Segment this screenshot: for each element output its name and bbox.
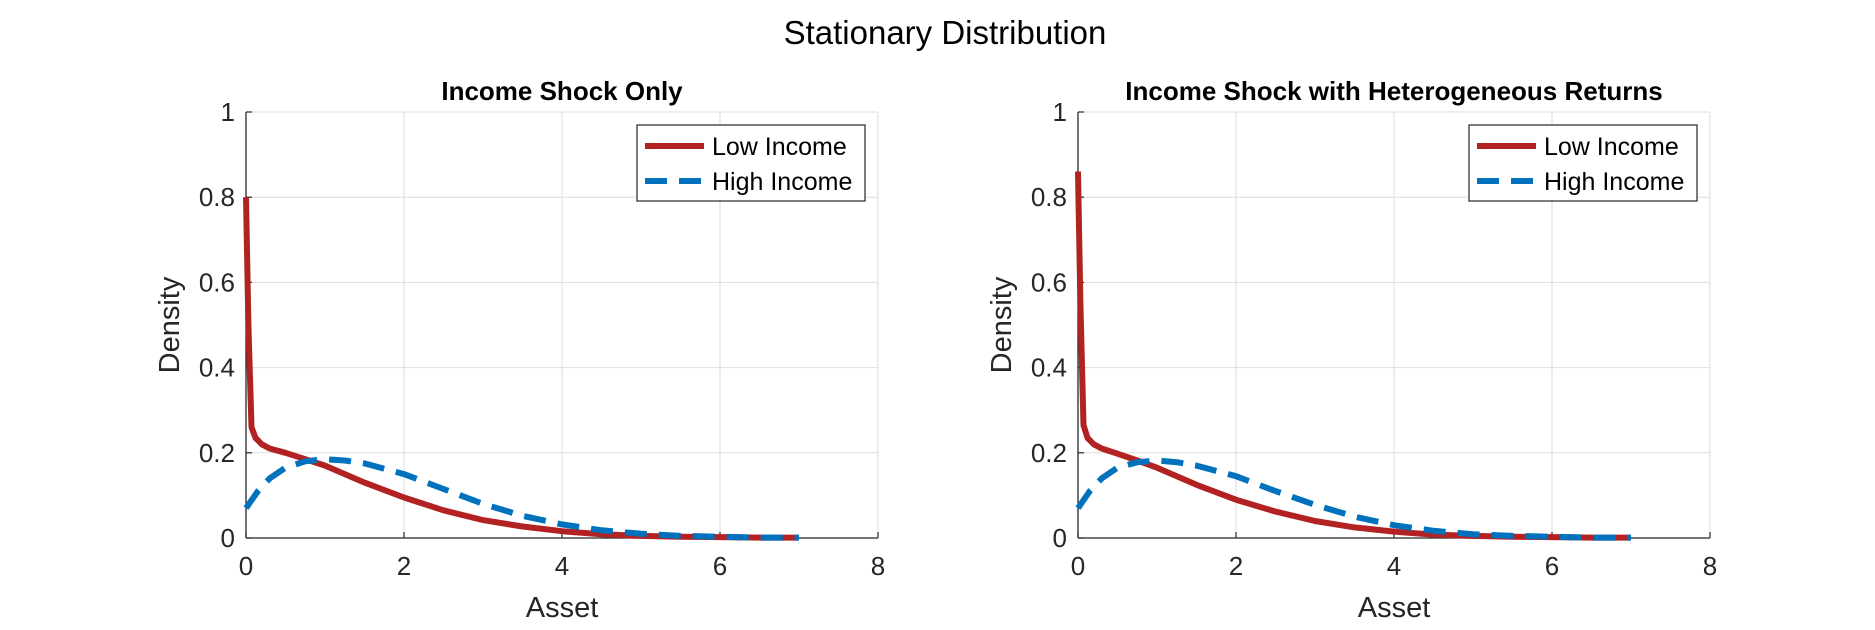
y-tick-label: 1 [221, 97, 235, 127]
y-tick-label: 0.8 [199, 182, 235, 212]
chart-panel-1: 0 2 4 6 8 0 0.2 0.4 0.6 0.8 1 Income Shock Only Asse… [154, 76, 885, 624]
figure-suptitle: Stationary Distribution [784, 14, 1107, 51]
x-tick-label: 4 [555, 551, 569, 581]
y-tick-label: 0.4 [199, 353, 235, 383]
legend-label: High Income [712, 168, 852, 196]
legend-box [1468, 124, 1698, 202]
y-tick-label: 0.4 [1031, 353, 1067, 383]
y-axis-label: Density [154, 276, 186, 373]
x-tick-label: 6 [713, 551, 727, 581]
legend-label: High Income [1544, 168, 1684, 196]
x-axis-label: Asset [526, 592, 599, 624]
x-tick-label: 6 [1545, 551, 1559, 581]
chart-title: Income Shock with Heterogeneous Returns [1125, 76, 1662, 106]
x-tick-label: 4 [1387, 551, 1401, 581]
chart-title: Income Shock Only [441, 76, 683, 106]
x-axis-label: Asset [1358, 592, 1431, 624]
chart-panel-2: 0 2 4 6 8 0 0.2 0.4 0.6 0.8 1 Income Shock with Het… [986, 76, 1717, 624]
x-tick-label: 8 [871, 551, 885, 581]
y-axis-label: Density [986, 276, 1018, 373]
y-tick-label: 0.2 [1031, 438, 1067, 468]
x-tick-label: 2 [397, 551, 411, 581]
y-tick-label: 0.6 [199, 267, 235, 297]
legend-label: Low Income [712, 133, 847, 161]
legend: Low Income High Income [636, 124, 866, 202]
legend: Low Income High Income [1468, 124, 1698, 202]
x-tick-label: 0 [1071, 551, 1085, 581]
series-line-high-income [243, 456, 799, 541]
y-tick-label: 0 [221, 523, 235, 553]
legend-box [636, 124, 866, 202]
y-tick-label: 0 [1053, 523, 1067, 553]
y-tick-label: 0.8 [1031, 182, 1067, 212]
x-tick-label: 2 [1229, 551, 1243, 581]
x-tick-label: 0 [239, 551, 253, 581]
legend-label: Low Income [1544, 133, 1679, 161]
panels-container: 0 2 4 6 8 0 0.2 0.4 0.6 0.8 1 Income Shock Only Asse… [154, 76, 1717, 624]
y-tick-label: 0.6 [1031, 267, 1067, 297]
y-tick-label: 0.2 [199, 438, 235, 468]
series-line-high-income [1075, 457, 1631, 541]
x-tick-label: 8 [1703, 551, 1717, 581]
y-tick-label: 1 [1053, 97, 1067, 127]
